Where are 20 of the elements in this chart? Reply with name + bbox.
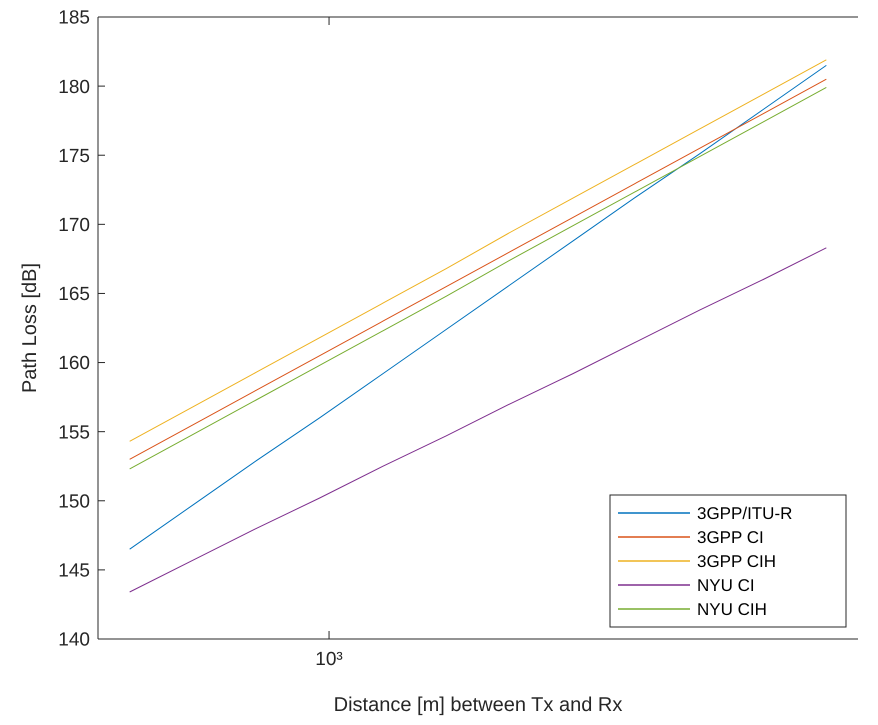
legend-label: 3GPP/ITU-R <box>697 504 792 523</box>
y-tick-label: 160 <box>58 353 90 374</box>
legend-label: 3GPP CIH <box>697 552 776 571</box>
y-tick-label: 140 <box>58 630 90 651</box>
line-series <box>129 247 827 593</box>
y-tick-label: 150 <box>58 491 90 512</box>
y-tick-label: 185 <box>58 8 90 29</box>
y-tick-label: 175 <box>58 146 90 167</box>
y-tick-label: 165 <box>58 284 90 306</box>
x-axis-title: Distance [m] between Tx and Rx <box>334 694 622 716</box>
y-axis-title: Path Loss [dB] <box>19 262 41 394</box>
y-tick-label: 170 <box>58 214 90 236</box>
legend-label: NYU CI <box>697 576 755 595</box>
legend-label: NYU CIH <box>697 600 767 619</box>
y-tick-label: 180 <box>58 76 90 98</box>
y-tick-label: 155 <box>58 422 90 444</box>
text: 10³ <box>315 649 343 670</box>
legend-label: 3GPP CI <box>697 528 764 547</box>
y-tick-label: 145 <box>58 560 90 582</box>
line-series <box>129 64 827 550</box>
